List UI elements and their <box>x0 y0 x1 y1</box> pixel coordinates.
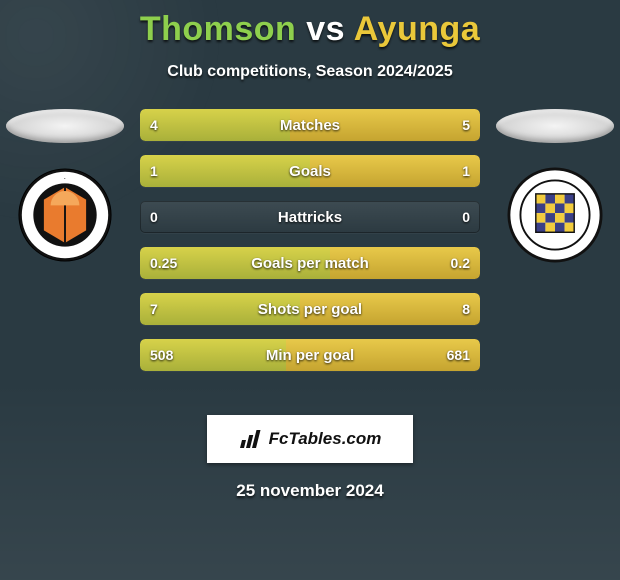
stat-value-left: 0 <box>150 201 158 233</box>
branding-badge[interactable]: FcTables.com <box>207 415 413 463</box>
stat-fill-right <box>310 155 480 187</box>
stat-value-left: 1 <box>150 155 158 187</box>
stat-fill-right <box>290 109 480 141</box>
stat-value-left: 508 <box>150 339 173 371</box>
stat-row: 45Matches <box>140 109 480 141</box>
stats-board: · <box>0 109 620 409</box>
stat-value-left: 0.25 <box>150 247 177 279</box>
player2-club-crest <box>507 167 603 263</box>
stat-row: 78Shots per goal <box>140 293 480 325</box>
stat-fill-left <box>140 155 310 187</box>
stat-value-left: 4 <box>150 109 158 141</box>
stat-value-right: 0 <box>462 201 470 233</box>
stat-fill-left <box>140 293 300 325</box>
player1-name: Thomson <box>140 10 296 48</box>
stat-value-right: 8 <box>462 293 470 325</box>
stat-value-left: 7 <box>150 293 158 325</box>
player1-side: · <box>0 109 130 263</box>
player2-photo-placeholder <box>496 109 614 143</box>
stat-value-right: 681 <box>447 339 470 371</box>
player2-name: Ayunga <box>354 10 480 48</box>
stat-row: 0 0Hattricks <box>140 201 480 233</box>
stat-fill-left <box>140 109 290 141</box>
st-mirren-crest-icon <box>507 167 603 263</box>
footer-date: 25 november 2024 <box>0 481 620 501</box>
stat-label: Hattricks <box>140 201 480 233</box>
vs-text: vs <box>306 10 345 48</box>
stat-row: 0.250.2Goals per match <box>140 247 480 279</box>
stat-row: 11Goals <box>140 155 480 187</box>
stat-fill-right <box>300 293 480 325</box>
stat-value-right: 5 <box>462 109 470 141</box>
stat-value-right: 1 <box>462 155 470 187</box>
subtitle: Club competitions, Season 2024/2025 <box>0 63 620 81</box>
bars-logo-icon <box>239 428 263 450</box>
comparison-card: Thomson vs Ayunga Club competitions, Sea… <box>0 0 620 501</box>
stat-row: 508681Min per goal <box>140 339 480 371</box>
stat-value-right: 0.2 <box>451 247 470 279</box>
player1-club-crest: · <box>17 167 113 263</box>
stat-bars: 45Matches11Goals00Hattricks0.250.2Goals … <box>140 109 480 371</box>
dundee-united-crest-icon: · <box>17 167 113 263</box>
page-title: Thomson vs Ayunga <box>0 10 620 49</box>
player2-side <box>490 109 620 263</box>
branding-text: FcTables.com <box>269 429 382 449</box>
player1-photo-placeholder <box>6 109 124 143</box>
svg-text:·: · <box>64 176 66 182</box>
